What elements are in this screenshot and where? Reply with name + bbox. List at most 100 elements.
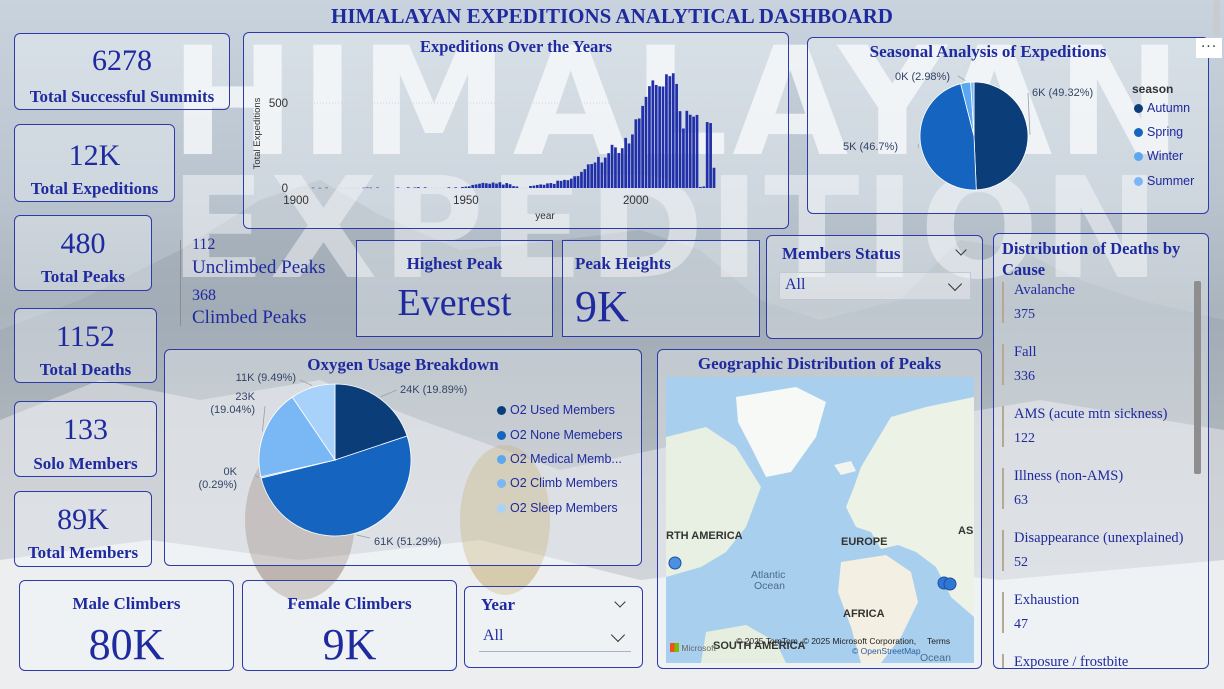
bar[interactable] (559, 180, 563, 188)
members-status-value[interactable]: All (785, 276, 806, 293)
page-scrollbar[interactable] (1213, 0, 1220, 36)
bar[interactable] (685, 110, 689, 188)
bar[interactable] (590, 164, 594, 188)
year-slicer-value[interactable]: All (483, 627, 504, 644)
bar[interactable] (648, 86, 651, 188)
bar[interactable] (624, 137, 628, 188)
chevron-down-icon[interactable] (610, 627, 626, 643)
bar[interactable] (641, 105, 644, 188)
bar[interactable] (569, 178, 573, 188)
deaths-list[interactable]: Avalanche 375 Fall 336 AMS (acute mtn sickne… (994, 234, 1194, 668)
bar[interactable] (423, 187, 427, 188)
bar[interactable] (658, 86, 661, 188)
bar[interactable] (665, 74, 668, 188)
bar[interactable] (627, 143, 631, 188)
members-status-slicer[interactable]: Members Status All (766, 235, 983, 339)
legend-item-o2-medical[interactable]: O2 Medical Memb... (497, 452, 622, 466)
deaths-scrollbar[interactable] (1194, 281, 1201, 474)
bar[interactable] (556, 180, 560, 188)
bar[interactable] (542, 184, 546, 188)
members-status-dropdown[interactable] (779, 272, 971, 300)
bar[interactable] (709, 123, 712, 188)
bar[interactable] (362, 187, 366, 189)
bar[interactable] (505, 183, 509, 188)
legend-item-o2-used[interactable]: O2 Used Members (497, 403, 615, 417)
map-view[interactable]: RTH AMERICA EUROPE ASI AFRICA SOUTH AMER… (666, 377, 974, 663)
bar[interactable] (491, 182, 495, 188)
death-cause-item[interactable]: Exhaustion 47 (1002, 592, 1079, 633)
legend-item-o2-sleep[interactable]: O2 Sleep Members (497, 501, 618, 515)
bar[interactable] (454, 187, 458, 188)
bar[interactable] (318, 187, 322, 189)
bar[interactable] (603, 157, 607, 188)
bar[interactable] (512, 186, 515, 188)
bar[interactable] (600, 162, 604, 189)
bar[interactable] (593, 162, 597, 189)
bar[interactable] (668, 76, 672, 188)
bar[interactable] (631, 134, 634, 188)
bar[interactable] (471, 184, 475, 188)
bar[interactable] (467, 186, 471, 188)
bar[interactable] (675, 83, 678, 188)
year-slicer[interactable]: Year All (464, 586, 643, 668)
bar[interactable] (488, 183, 492, 188)
bar[interactable] (682, 128, 685, 189)
pie-slice[interactable] (919, 83, 977, 191)
death-cause-item[interactable]: Avalanche 375 (1002, 282, 1075, 323)
bar[interactable] (461, 186, 464, 188)
bar[interactable] (566, 180, 570, 188)
bar[interactable] (495, 183, 498, 188)
death-cause-item[interactable]: AMS (acute mtn sickness) 122 (1002, 406, 1167, 447)
bar[interactable] (366, 187, 369, 188)
bar[interactable] (661, 86, 665, 188)
legend-item-o2-climb[interactable]: O2 Climb Members (497, 476, 618, 490)
legend-item-spring[interactable]: Spring (1134, 125, 1183, 139)
legend-item-o2-none[interactable]: O2 None Memebers (497, 428, 623, 442)
bar[interactable] (484, 183, 488, 188)
bar[interactable] (614, 147, 617, 188)
bar[interactable] (447, 187, 451, 188)
bar[interactable] (705, 122, 709, 188)
bar[interactable] (597, 156, 600, 188)
pie-slice[interactable] (973, 81, 1029, 191)
legend-item-winter[interactable]: Winter (1134, 149, 1183, 163)
bar[interactable] (620, 148, 624, 188)
bar[interactable] (644, 96, 648, 188)
chevron-down-icon[interactable] (955, 244, 967, 256)
bar[interactable] (654, 84, 658, 188)
bar[interactable] (413, 187, 417, 188)
legend-item-summer[interactable]: Summer (1134, 174, 1194, 188)
bar[interactable] (396, 187, 400, 188)
bar[interactable] (535, 184, 539, 188)
pie-slice[interactable] (258, 396, 336, 478)
chevron-down-icon[interactable] (614, 596, 626, 608)
pie-slice[interactable] (970, 81, 975, 137)
ellipsis-icon[interactable]: ··· (1196, 38, 1222, 58)
death-cause-item[interactable]: Exposure / frostbite (1002, 654, 1128, 668)
bar[interactable] (532, 185, 536, 188)
death-cause-item[interactable]: Illness (non-AMS) 63 (1002, 468, 1123, 509)
bar[interactable] (651, 80, 655, 188)
bar[interactable] (416, 187, 420, 188)
bar[interactable] (539, 184, 543, 188)
bar[interactable] (617, 152, 621, 188)
bar[interactable] (576, 176, 580, 188)
bar[interactable] (607, 153, 611, 188)
map-osm-link[interactable]: © OpenStreetMap (852, 646, 921, 656)
bar[interactable] (573, 176, 577, 188)
bar[interactable] (637, 118, 641, 188)
bar[interactable] (688, 114, 692, 188)
bar[interactable] (610, 144, 614, 188)
bar[interactable] (702, 186, 706, 188)
bar[interactable] (699, 186, 702, 188)
bar[interactable] (712, 167, 716, 188)
bar[interactable] (563, 179, 566, 188)
bar[interactable] (474, 184, 478, 188)
bar[interactable] (580, 171, 583, 188)
bar[interactable] (325, 187, 328, 189)
bar[interactable] (369, 187, 373, 189)
bar[interactable] (311, 187, 315, 189)
bar[interactable] (529, 185, 532, 188)
bar[interactable] (376, 187, 379, 188)
bar[interactable] (501, 184, 505, 188)
